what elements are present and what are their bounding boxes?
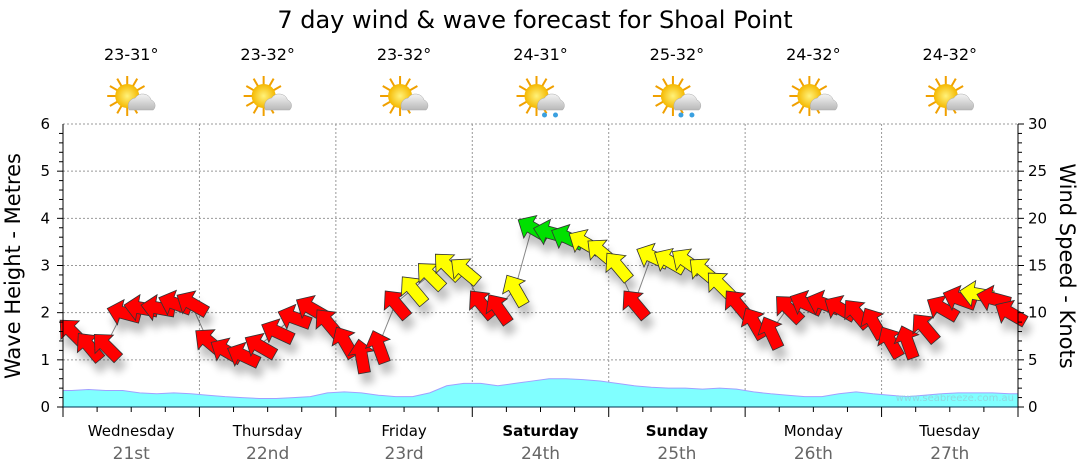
left-tick-label: 5 [40, 162, 50, 180]
day-name-label: Tuesday [918, 422, 980, 440]
wave-area [63, 378, 1018, 407]
sun-cloud-icon [243, 76, 292, 116]
day-name-label: Monday [784, 422, 843, 440]
left-tick-label: 2 [40, 304, 50, 322]
wind-arrow [995, 299, 1029, 328]
left-tick-label: 1 [40, 351, 50, 369]
wind-arrow [176, 290, 211, 318]
temperature-range: 23-32° [377, 45, 432, 64]
daily-forecast-header: 23-31° 23-32° 23-32° 24-31° 25-32° 24-32° 24-3… [104, 45, 977, 118]
right-tick-label: 15 [1028, 257, 1047, 275]
temperature-range: 24-32° [786, 45, 841, 64]
wind-arrows [59, 214, 1029, 375]
right-tick-label: 10 [1028, 304, 1047, 322]
wind-arrow [227, 341, 262, 369]
grid [63, 123, 1018, 407]
temperature-range: 24-31° [513, 45, 568, 64]
day-date-label: 22nd [246, 444, 289, 464]
wind-arrow [485, 294, 514, 327]
day-date-label: 23rd [385, 444, 424, 464]
wave-height-area [63, 378, 1018, 407]
wind-connector-lines [71, 227, 1010, 356]
wind-arrow [926, 295, 961, 323]
wind-arrow [451, 258, 483, 287]
sun-cloud-rain-icon [516, 76, 565, 118]
temperature-range: 23-31° [104, 45, 159, 64]
wind-arrow [502, 274, 530, 309]
sun-cloud-icon [925, 76, 974, 116]
right-tick-label: 30 [1028, 115, 1047, 133]
wave-line [63, 378, 1018, 400]
temperature-range: 24-32° [923, 45, 978, 64]
wind-arrow [877, 326, 905, 361]
left-tick-label: 0 [40, 398, 50, 416]
day-name-label: Saturday [502, 422, 579, 440]
axes: 0 1 2 3 4 5 6 0 5 10 15 20 25 30 [40, 115, 1047, 417]
wind-arrow [622, 290, 652, 322]
temperature-range: 23-32° [240, 45, 295, 64]
wind-arrow [605, 252, 634, 284]
wind-arrow [93, 333, 124, 364]
watermark: www.seabreeze.com.au [896, 393, 1014, 404]
wind-arrow [417, 263, 448, 293]
right-tick-label: 25 [1028, 162, 1047, 180]
wind-arrow [277, 303, 313, 330]
x-axis-day-labels: Wednesday 21st Thursday 22nd Friday 23rd Satur… [88, 422, 981, 464]
wind-arrow [244, 332, 279, 361]
chart-title: 7 day wind & wave forecast for Shoal Poi… [277, 6, 792, 34]
right-tick-label: 0 [1028, 398, 1038, 416]
wind-arrow [383, 290, 413, 322]
left-tick-label: 4 [40, 209, 50, 227]
day-date-label: 26th [794, 444, 833, 464]
left-tick-label: 3 [40, 257, 50, 275]
wind-arrow [776, 296, 806, 326]
wind-arrow [912, 314, 941, 346]
day-date-label: 27th [930, 444, 969, 464]
wind-arrow [76, 332, 106, 364]
wind-arrow [261, 318, 296, 346]
day-name-label: Friday [381, 422, 427, 440]
day-name-label: Sunday [646, 422, 709, 440]
temperature-range: 25-32° [650, 45, 705, 64]
wind-line [71, 227, 1010, 356]
day-date-label: 24th [521, 444, 560, 464]
sun-cloud-icon [107, 76, 156, 116]
left-tick-label: 6 [40, 115, 50, 133]
right-axis-label: Wind Speed - Knots [1055, 163, 1079, 368]
day-name-label: Wednesday [88, 422, 175, 440]
wind-arrow [364, 330, 392, 366]
sun-cloud-icon [380, 76, 429, 116]
day-name-label: Thursday [232, 422, 303, 440]
day-date-label: 25th [657, 444, 696, 464]
sun-cloud-icon [789, 76, 838, 116]
wind-arrow [400, 276, 430, 308]
day-date-label: 21st [113, 444, 150, 464]
sun-cloud-rain-icon [652, 76, 702, 118]
right-tick-label: 20 [1028, 209, 1047, 227]
wind-arrow [893, 325, 920, 361]
wind-arrow [757, 316, 785, 351]
right-tick-label: 5 [1028, 351, 1038, 369]
left-axis-label: Wave Height - Metres [1, 153, 25, 379]
